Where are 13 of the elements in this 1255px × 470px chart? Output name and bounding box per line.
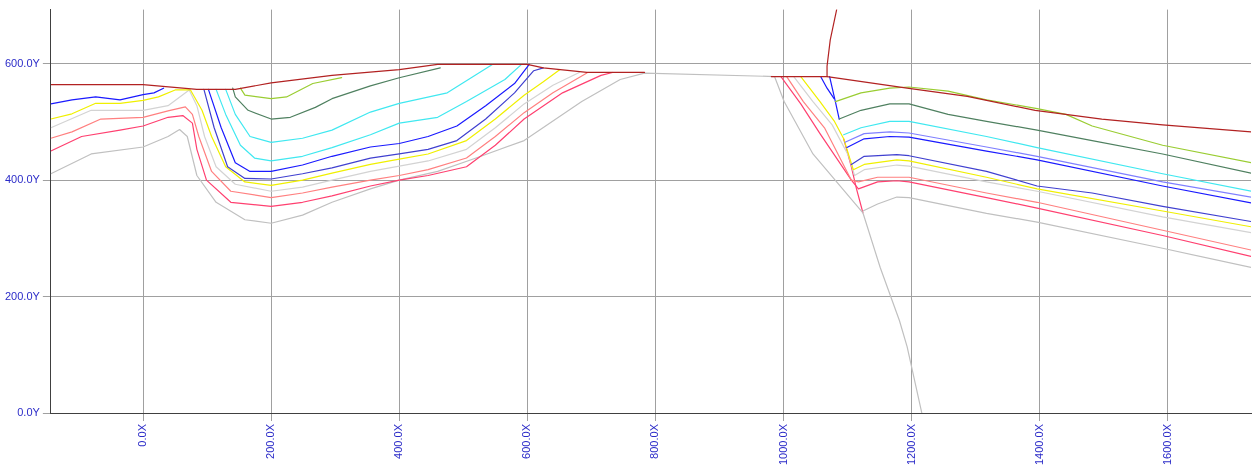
x-tick-label: 800.0X [648,423,661,459]
y-tick-label: 0.0Y [17,406,41,419]
y-tick-label: 400.0Y [4,173,41,186]
x-tick-label: 1400.0X [1032,423,1045,465]
x-tick-label: 200.0X [264,423,277,459]
y-tick-label: 200.0Y [4,289,41,302]
x-tick-label: 1000.0X [776,423,789,465]
x-tick-label: 600.0X [520,423,533,459]
x-tick-label: 1600.0X [1160,423,1173,465]
x-tick-label: 0.0X [136,423,149,447]
x-tick-label: 400.0X [392,423,405,459]
y-tick-label: 600.0Y [4,56,41,69]
x-tick-label: 1200.0X [904,423,917,465]
